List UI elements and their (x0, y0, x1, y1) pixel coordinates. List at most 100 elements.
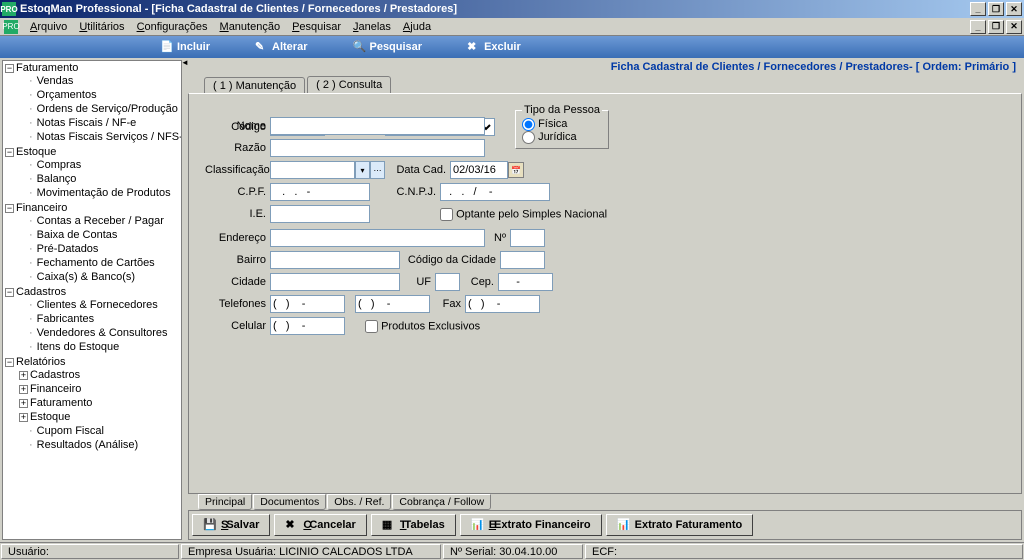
tree-movprod[interactable]: Movimentação de Produtos (19, 186, 181, 200)
tree-faturamento[interactable]: −Faturamento Vendas Orçamentos Ordens de… (5, 61, 181, 145)
btn-extfat[interactable]: 📊Extrato Faturamento (606, 514, 754, 536)
tree-relcad[interactable]: +Cadastros (19, 368, 181, 382)
maximize-button[interactable]: ❐ (988, 2, 1004, 16)
tree-vendcons[interactable]: Vendedores & Consultores (19, 326, 181, 340)
nav-tree[interactable]: −Faturamento Vendas Orçamentos Ordens de… (2, 60, 182, 540)
razao-input[interactable] (270, 139, 485, 157)
cep-input[interactable] (498, 273, 553, 291)
menu-arquivo[interactable]: Arquivo (24, 20, 73, 34)
menu-utilitarios[interactable]: Utilitários (73, 20, 130, 34)
endereco-input[interactable] (270, 229, 485, 247)
menu-configuracoes[interactable]: Configurações (131, 20, 214, 34)
tab-consulta[interactable]: ( 2 ) Consulta (307, 76, 391, 93)
app-menu-icon[interactable]: PRO (4, 20, 18, 34)
toolbar-incluir[interactable]: 📄 Incluir (160, 40, 210, 54)
datacad-label: Data Cad. (385, 164, 450, 176)
celular-input[interactable] (270, 317, 345, 335)
numero-input[interactable] (510, 229, 545, 247)
uf-label: UF (400, 276, 435, 288)
classif-lookup[interactable]: ⋯ (370, 161, 385, 179)
tree-nfs[interactable]: Notas Fiscais Serviços / NFS-e (19, 130, 181, 144)
fax-input[interactable] (465, 295, 540, 313)
toolbar-alterar[interactable]: ✎ Alterar (255, 40, 307, 54)
tree-clifor[interactable]: Clientes & Fornecedores (19, 298, 181, 312)
tree-fechcartoes[interactable]: Fechamento de Cartões (19, 256, 181, 270)
btn-cancelar[interactable]: ✖CCancelar (274, 514, 366, 536)
btn-tabelas[interactable]: ▦TTabelas (371, 514, 456, 536)
child-minimize[interactable]: _ (970, 20, 986, 34)
ie-input[interactable] (270, 205, 370, 223)
btab-principal[interactable]: Principal (198, 494, 252, 510)
codcidade-input[interactable] (500, 251, 545, 269)
calendar-icon[interactable]: 📅 (508, 162, 524, 178)
cidade-input[interactable] (270, 273, 400, 291)
tree-vendas[interactable]: Vendas (19, 74, 181, 88)
nome-input[interactable] (270, 117, 485, 135)
tree-compras[interactable]: Compras (19, 158, 181, 172)
tel2-input[interactable] (355, 295, 430, 313)
tree-relest[interactable]: +Estoque (19, 410, 181, 424)
prodexcl-check[interactable]: Produtos Exclusivos (365, 320, 480, 333)
minimize-button[interactable]: _ (970, 2, 986, 16)
menu-ajuda[interactable]: Ajuda (397, 20, 437, 34)
ie-label: I.E. (205, 208, 270, 220)
cnpj-label: C.N.P.J. (370, 186, 440, 198)
btab-documentos[interactable]: Documentos (253, 494, 326, 510)
nome-label: Nome (205, 120, 270, 132)
tree-cadastros[interactable]: −Cadastros Clientes & Fornecedores Fabri… (5, 285, 181, 355)
menu-janelas[interactable]: Janelas (347, 20, 397, 34)
action-bar: 💾SSalvar ✖CCancelar ▦TTabelas 📊EExtrato … (188, 510, 1022, 540)
tree-ordens[interactable]: Ordens de Serviço/Produção (19, 102, 181, 116)
cidade-label: Cidade (205, 276, 270, 288)
toolbar-incluir-label: Incluir (177, 41, 210, 53)
save-icon: 💾 (203, 518, 217, 532)
toolbar-excluir[interactable]: ✖ Excluir (467, 40, 521, 54)
tree-financeiro[interactable]: −Financeiro Contas a Receber / Pagar Bai… (5, 201, 181, 285)
btn-salvar[interactable]: 💾SSalvar (192, 514, 270, 536)
new-icon: 📄 (160, 40, 174, 54)
tree-relfin[interactable]: +Financeiro (19, 382, 181, 396)
close-button[interactable]: ✕ (1006, 2, 1022, 16)
btab-cobranca[interactable]: Cobrança / Follow (392, 494, 491, 510)
tree-predatados[interactable]: Pré-Datados (19, 242, 181, 256)
tree-caixas[interactable]: Caixa(s) & Banco(s) (19, 270, 181, 284)
optante-check[interactable]: Optante pelo Simples Nacional (440, 208, 607, 221)
tree-fabricantes[interactable]: Fabricantes (19, 312, 181, 326)
toolbar-pesquisar[interactable]: 🔍 Pesquisar (352, 40, 422, 54)
tel1-input[interactable] (270, 295, 345, 313)
tree-cupom[interactable]: Cupom Fiscal (19, 424, 181, 438)
tree-itensest[interactable]: Itens do Estoque (19, 340, 181, 354)
bairro-input[interactable] (270, 251, 400, 269)
tree-balanco[interactable]: Balanço (19, 172, 181, 186)
classif-dropdown[interactable]: ▾ (355, 161, 370, 179)
radio-juridica[interactable]: Jurídica (522, 131, 577, 143)
tree-resultados[interactable]: Resultados (Análise) (19, 438, 181, 452)
tree-baixa[interactable]: Baixa de Contas (19, 228, 181, 242)
codcidade-label: Código da Cidade (400, 254, 500, 266)
status-usuario: Usuário: (1, 544, 179, 559)
cpf-input[interactable] (270, 183, 370, 201)
radio-fisica[interactable]: Física (522, 118, 567, 130)
tree-nf[interactable]: Notas Fiscais / NF-e (19, 116, 181, 130)
status-ecf: ECF: (585, 544, 1023, 559)
tree-orcamentos[interactable]: Orçamentos (19, 88, 181, 102)
celular-label: Celular (205, 320, 270, 332)
classif-input[interactable] (270, 161, 355, 179)
btn-extfin[interactable]: 📊EExtrato Financeiro (460, 514, 602, 536)
tree-estoque[interactable]: −Estoque Compras Balanço Movimentação de… (5, 145, 181, 201)
content-pane: Ficha Cadastral de Clientes / Fornecedor… (188, 60, 1022, 540)
child-restore[interactable]: ❐ (988, 20, 1004, 34)
datacad-input[interactable] (450, 161, 508, 179)
menu-manutencao[interactable]: Manutenção (214, 20, 287, 34)
cnpj-input[interactable] (440, 183, 550, 201)
uf-input[interactable] (435, 273, 460, 291)
form-area: Código Tipo 1. Cliente Tipo da Pessoa Fí… (188, 93, 1022, 494)
tree-relatorios[interactable]: −Relatórios +Cadastros +Financeiro +Fatu… (5, 355, 181, 453)
tree-relfat[interactable]: +Faturamento (19, 396, 181, 410)
search-icon: 🔍 (352, 40, 366, 54)
menu-pesquisar[interactable]: Pesquisar (286, 20, 347, 34)
tree-contas[interactable]: Contas a Receber / Pagar (19, 214, 181, 228)
tab-manutencao[interactable]: ( 1 ) Manutenção (204, 77, 305, 94)
child-close[interactable]: ✕ (1006, 20, 1022, 34)
btab-obsref[interactable]: Obs. / Ref. (327, 494, 391, 510)
